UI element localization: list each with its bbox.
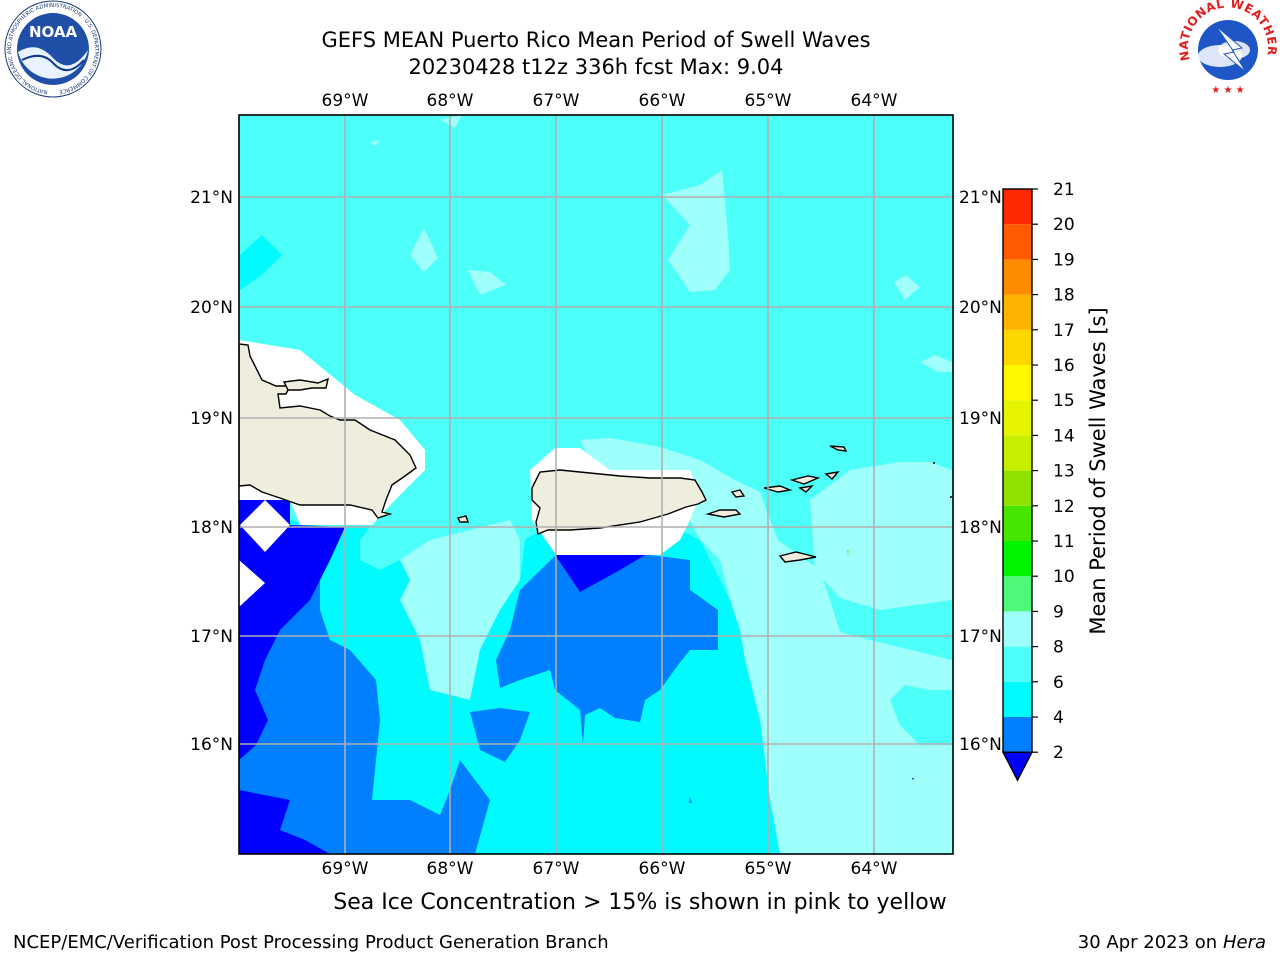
svg-text:★ ★ ★: ★ ★ ★ [1211, 85, 1244, 96]
colorbar-under-extension [1001, 751, 1034, 782]
lon-label: 64°W [851, 91, 898, 111]
lon-labels-bottom: 69°W 68°W 67°W 66°W 65°W 64°W [322, 859, 898, 879]
colorbar: 2 4 6 8 9 10 11 12 13 14 15 16 17 18 19 20 21 [1001, 180, 1075, 782]
lon-label: 66°W [639, 91, 686, 111]
colorbar-tick-label: 14 [1053, 426, 1075, 446]
colorbar-segment [1003, 400, 1032, 436]
colorbar-tick-label: 18 [1053, 286, 1075, 306]
hispaniola-north-coast [282, 377, 329, 391]
colorbar-segment [1003, 189, 1032, 225]
lon-label: 66°W [639, 859, 686, 879]
lon-label: 69°W [322, 859, 369, 879]
st-john-island [789, 475, 821, 485]
colorbar-tick-label: 10 [1053, 567, 1075, 587]
st-croix-island [778, 551, 817, 563]
contour-under-2 [239, 500, 914, 854]
lat-label: 21°N [190, 188, 233, 208]
vieques-island [705, 509, 742, 518]
gridlines [239, 115, 953, 854]
lat-label: 21°N [959, 188, 1002, 208]
lon-label: 65°W [745, 91, 792, 111]
colorbar-segment [1003, 717, 1032, 753]
colorbar-segment [1003, 611, 1032, 647]
lat-label: 19°N [959, 409, 1002, 429]
footer-date: 30 Apr 2023 on Hera [1078, 932, 1266, 953]
colorbar-segment [1003, 541, 1032, 577]
lat-labels-left: 21°N 20°N 19°N 18°N 17°N 16°N [190, 188, 233, 755]
colorbar-segment [1003, 435, 1032, 471]
lat-label: 16°N [959, 735, 1002, 755]
colorbar-tick-label: 4 [1053, 708, 1064, 728]
colorbar-segment [1003, 646, 1032, 682]
footer-date-text: 30 Apr 2023 on [1077, 932, 1223, 953]
colorbar-tick-label: 9 [1053, 602, 1064, 622]
lon-label: 68°W [427, 91, 474, 111]
footer-host: Hera [1222, 932, 1266, 953]
colorbar-tick-label: 20 [1053, 215, 1075, 235]
lon-label: 65°W [745, 859, 792, 879]
chart-subtitle: 20230428 t12z 336h fcst Max: 9.04 [408, 55, 784, 79]
colorbar-segment [1003, 224, 1032, 260]
colorbar-tick-label: 21 [1053, 180, 1075, 200]
mona-island [456, 515, 469, 523]
map-frame [238, 114, 954, 855]
lat-label: 20°N [959, 298, 1002, 318]
colorbar-tick-label: 12 [1053, 497, 1075, 517]
culebra-island [730, 489, 746, 498]
tortola-island [798, 484, 815, 493]
lat-label: 18°N [190, 518, 233, 538]
colorbar-segment [1003, 294, 1032, 330]
colorbar-tick-label: 2 [1053, 743, 1064, 763]
colorbar-segment [1003, 365, 1032, 401]
lon-labels-top: 69°W 68°W 67°W 66°W 65°W 64°W [322, 91, 898, 111]
colorbar-segment [1003, 259, 1032, 295]
noaa-logo-text: NOAA [29, 23, 78, 41]
islet-dot [933, 462, 935, 464]
colorbar-tick-label: 16 [1053, 356, 1075, 376]
colorbar-segment [1003, 505, 1032, 541]
sea-ice-note: Sea Ice Concentration > 15% is shown in … [333, 890, 947, 915]
colorbar-segment [1003, 576, 1032, 612]
map-plot-area [239, 115, 953, 854]
lat-label: 18°N [959, 518, 1002, 538]
noaa-logo-icon: NATIONAL OCEANIC AND ATMOSPHERIC ADMINIS… [4, 0, 102, 98]
colorbar-tick-label: 8 [1053, 638, 1064, 658]
lat-label: 16°N [190, 735, 233, 755]
st-thomas-island [763, 485, 793, 493]
colorbar-label: Mean Period of Swell Waves [s] [1086, 307, 1110, 634]
lon-label: 68°W [427, 859, 474, 879]
lon-label: 64°W [851, 859, 898, 879]
virgin-gorda-island [824, 470, 840, 480]
colorbar-tick-label: 13 [1053, 462, 1075, 482]
chart-title: GEFS MEAN Puerto Rico Mean Period of Swe… [321, 28, 871, 52]
colorbar-tick-label: 19 [1053, 250, 1075, 270]
lat-label: 19°N [190, 409, 233, 429]
lat-label: 20°N [190, 298, 233, 318]
colorbar-tick-label: 17 [1053, 321, 1075, 341]
nws-logo-icon: NATIONAL WEATHER SERVICE ★ ★ ★ [1176, 0, 1279, 97]
footer-credit: NCEP/EMC/Verification Post Processing Pr… [13, 932, 609, 953]
colorbar-segment [1003, 329, 1032, 365]
colorbar-tick-label: 15 [1053, 391, 1075, 411]
colorbar-segment [1003, 470, 1032, 506]
lat-label: 17°N [959, 627, 1002, 647]
green-speck [847, 550, 849, 556]
colorbar-tick-label: 11 [1053, 532, 1075, 552]
lat-label: 17°N [190, 627, 233, 647]
lon-label: 67°W [533, 91, 580, 111]
colorbar-segment [1003, 681, 1032, 717]
lat-labels-right: 21°N 20°N 19°N 18°N 17°N 16°N [959, 188, 1002, 755]
islet-dot [950, 496, 952, 498]
lon-label: 69°W [322, 91, 369, 111]
lon-label: 67°W [533, 859, 580, 879]
colorbar-tick-label: 6 [1053, 673, 1064, 693]
hispaniola-island [239, 343, 417, 519]
anegada-island [829, 445, 848, 452]
